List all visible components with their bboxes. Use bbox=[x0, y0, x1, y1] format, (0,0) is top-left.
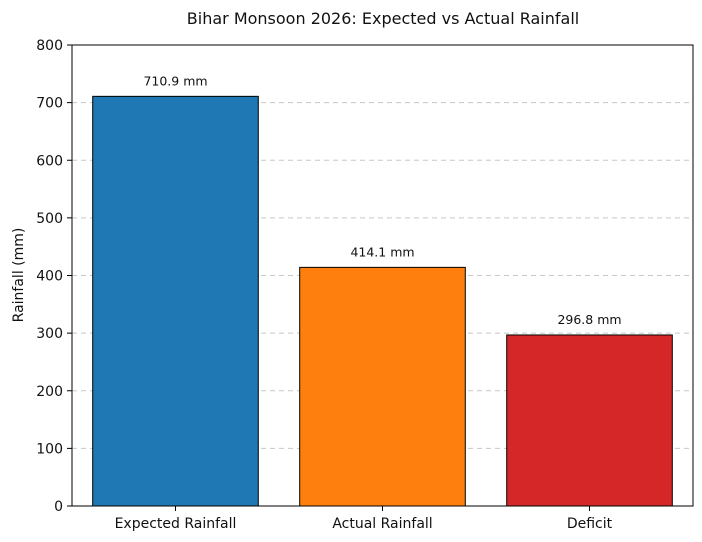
y-axis-label: Rainfall (mm) bbox=[11, 228, 27, 323]
axes: 0 100 200 300 400 500 600 700 800 Expected Rainfa… bbox=[36, 38, 612, 532]
y-tick-label: 0 bbox=[54, 499, 63, 515]
y-tick-label: 200 bbox=[36, 384, 63, 400]
y-tick-label: 400 bbox=[36, 269, 63, 285]
bar-actual-rainfall bbox=[299, 266, 466, 507]
bar-value-label: 710.9 mm bbox=[143, 73, 207, 88]
bar-value-label: 414.1 mm bbox=[350, 244, 414, 259]
y-tick-label: 300 bbox=[36, 326, 63, 342]
data-labels: 710.9 mm 414.1 mm 296.8 mm bbox=[143, 73, 621, 327]
bar-value-label: 296.8 mm bbox=[557, 312, 621, 327]
y-tick-label: 600 bbox=[36, 153, 63, 169]
y-tick-label: 800 bbox=[36, 38, 63, 54]
bars bbox=[92, 95, 673, 507]
x-tick-label: Deficit bbox=[567, 516, 613, 532]
x-tick-label: Actual Rainfall bbox=[332, 516, 432, 532]
y-tick-label: 500 bbox=[36, 211, 63, 227]
x-tick-label: Expected Rainfall bbox=[115, 516, 237, 532]
bar-expected-rainfall bbox=[92, 95, 259, 507]
bar-deficit bbox=[506, 334, 673, 507]
y-tick-label: 100 bbox=[36, 441, 63, 457]
chart-title: Bihar Monsoon 2026: Expected vs Actual R… bbox=[187, 9, 579, 28]
y-tick-label: 700 bbox=[36, 96, 63, 112]
